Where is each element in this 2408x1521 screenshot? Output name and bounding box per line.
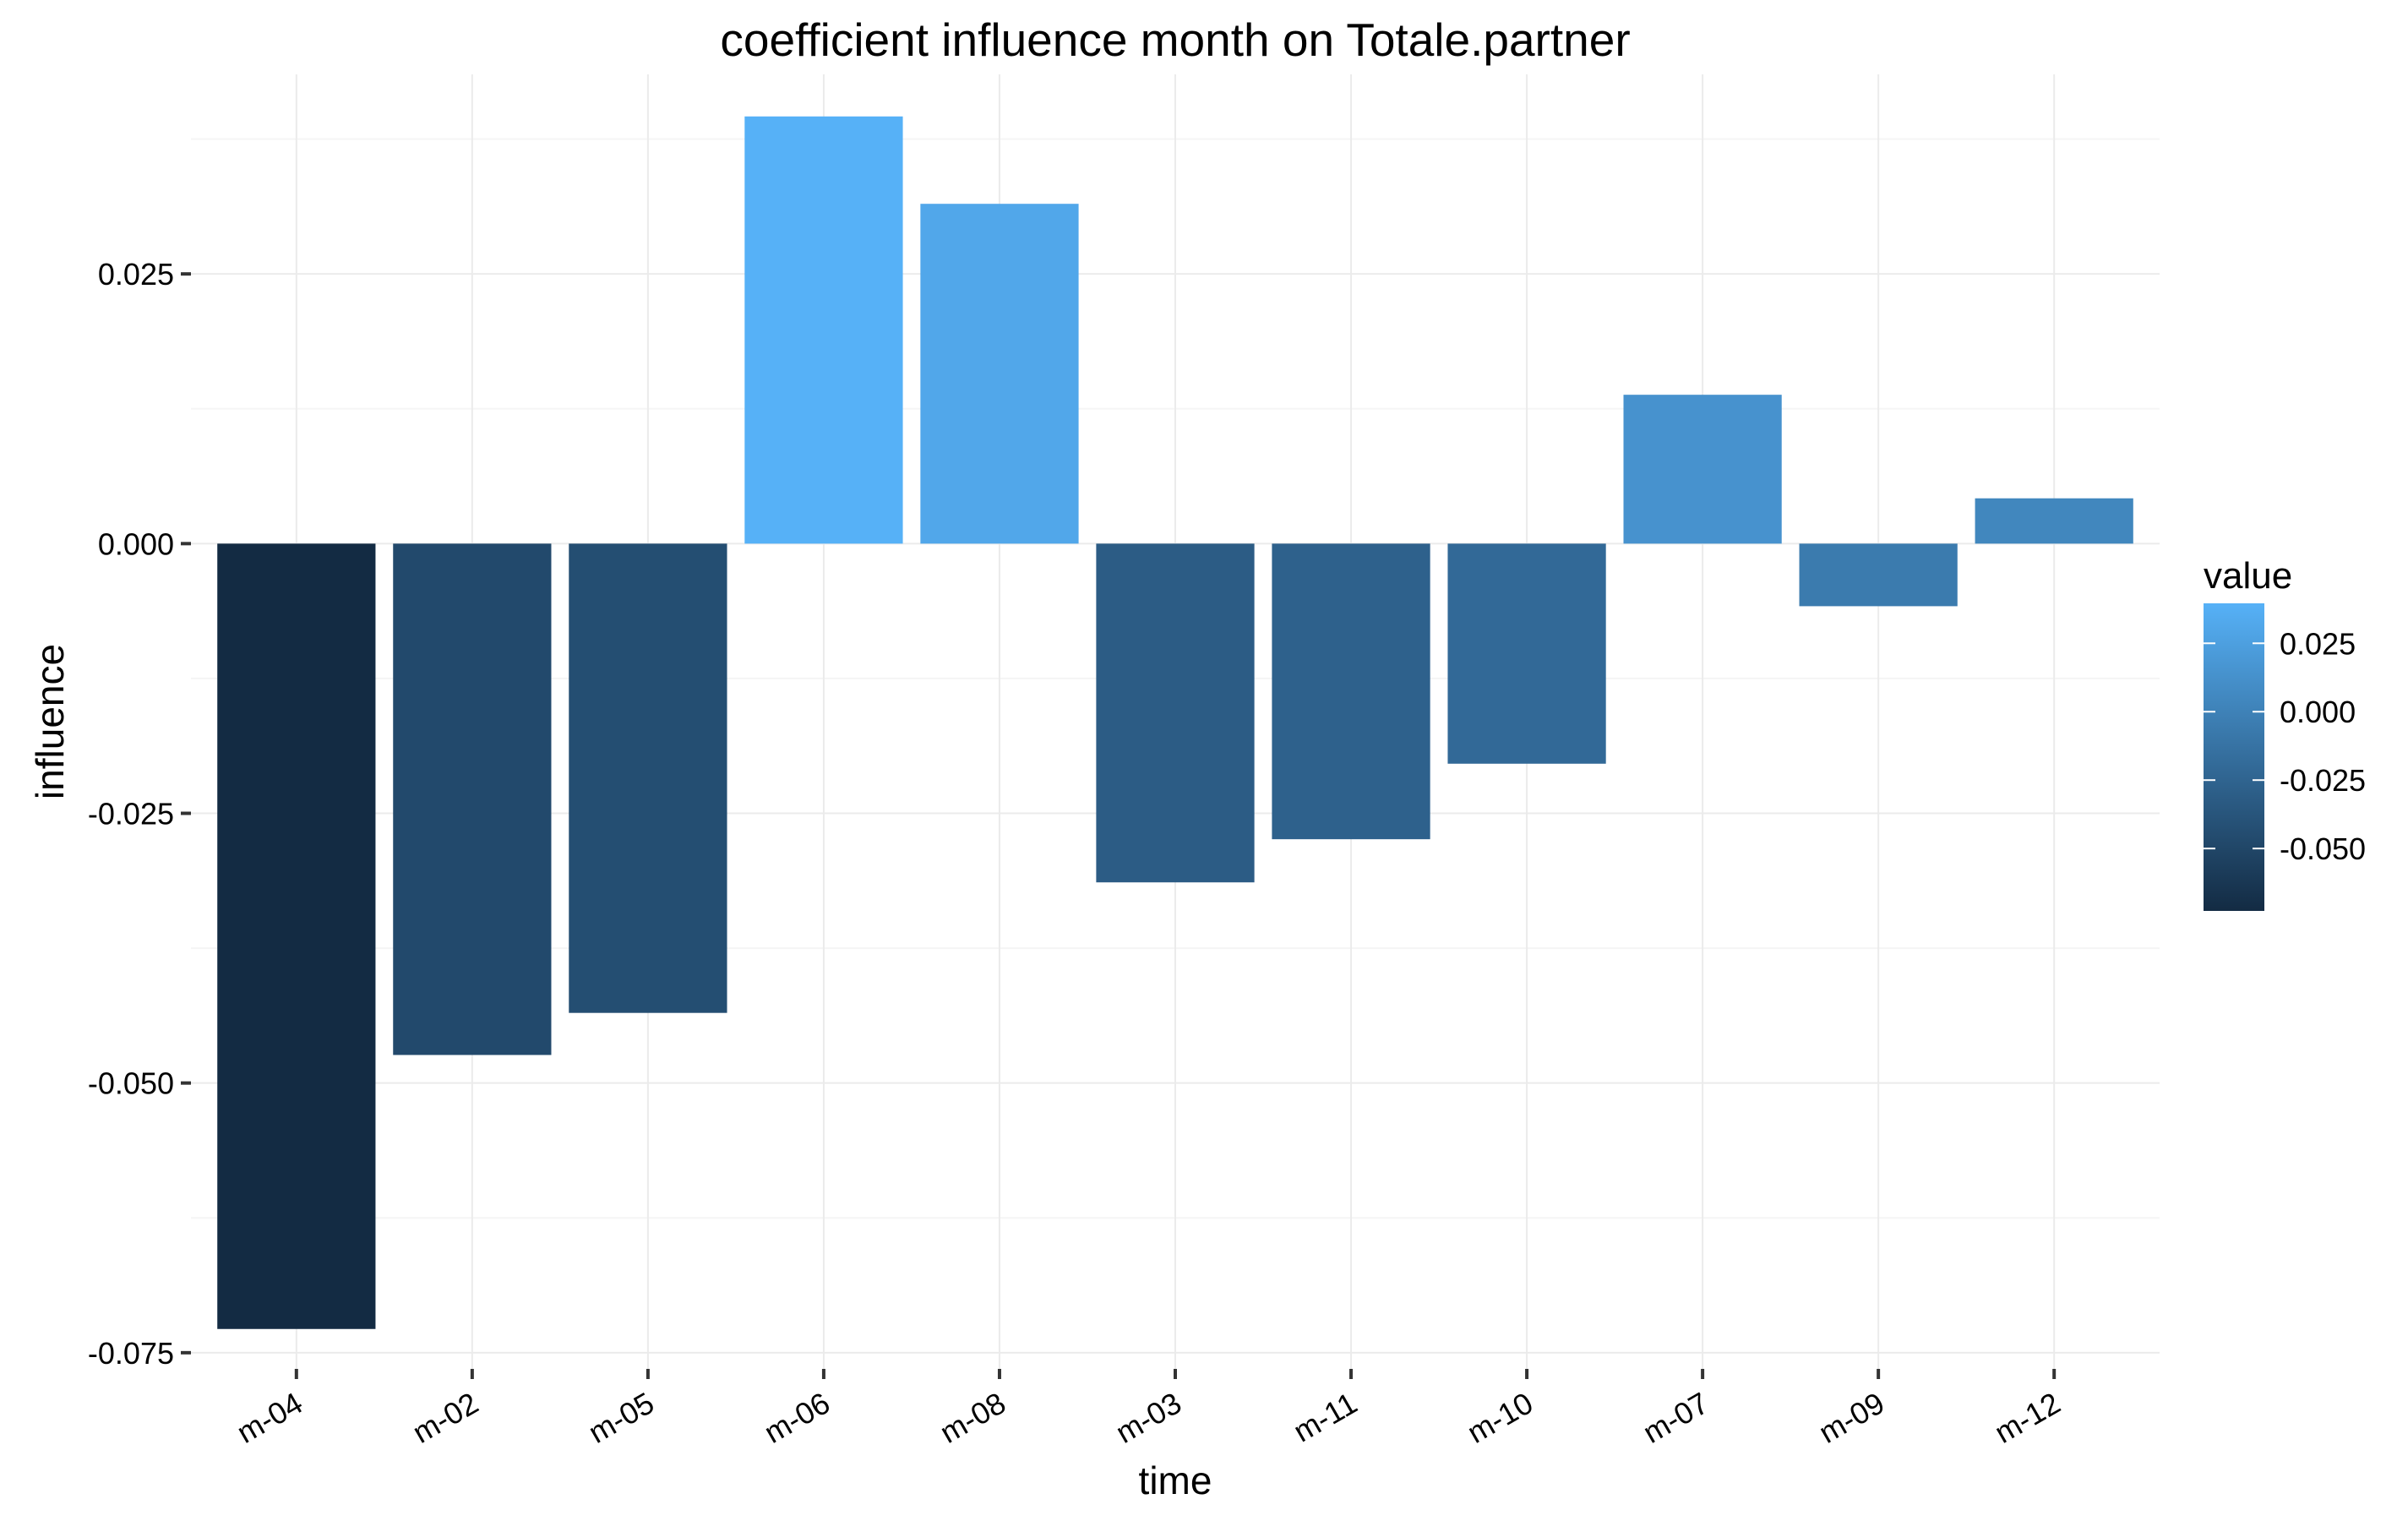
legend-label: -0.025 (2280, 763, 2366, 798)
bar-m-10 (1447, 543, 1606, 764)
x-tick-label: m-06 (758, 1385, 836, 1450)
chart-title: coefficient influence month on Totale.pa… (720, 14, 1630, 66)
bars (217, 116, 2133, 1329)
bar-m-06 (744, 116, 903, 544)
x-tick-label: m-05 (582, 1385, 660, 1450)
bar-m-02 (393, 543, 552, 1055)
x-tick-label: m-07 (1637, 1385, 1715, 1450)
x-tick-label: m-11 (1288, 1385, 1363, 1448)
x-tick-label: m-02 (406, 1385, 484, 1450)
y-tick-label: -0.025 (88, 797, 174, 831)
x-tick-label: m-03 (1109, 1385, 1187, 1450)
bar-m-03 (1096, 543, 1255, 883)
legend: value 0.025 0.000 -0.025 -0.050 (2204, 555, 2366, 911)
legend-title: value (2204, 555, 2292, 597)
x-axis-title: time (1139, 1458, 1212, 1502)
legend-label: 0.000 (2280, 695, 2356, 729)
bar-m-09 (1799, 543, 1958, 607)
y-tick-label: -0.050 (88, 1066, 174, 1101)
y-tick-label: 0.025 (98, 257, 174, 292)
bar-m-12 (1975, 498, 2133, 544)
bar-m-08 (920, 204, 1079, 544)
x-tick-label: m-04 (231, 1385, 308, 1450)
y-tick-label: 0.000 (98, 526, 174, 561)
x-axis: m-04 m-02 m-05 m-06 m-08 m-03 m-11 m-10 m-07 m-09… (231, 1369, 2066, 1450)
bar-m-04 (217, 543, 376, 1329)
x-tick-label: m-09 (1813, 1385, 1891, 1450)
bar-m-11 (1272, 543, 1430, 840)
legend-label: 0.025 (2280, 626, 2356, 661)
x-tick-label: m-08 (934, 1385, 1011, 1450)
y-axis: -0.075 -0.050 -0.025 0.000 0.025 (88, 257, 191, 1371)
y-tick-label: -0.075 (88, 1336, 174, 1371)
x-tick-label: m-12 (1989, 1385, 2067, 1450)
y-axis-title: influence (28, 644, 72, 799)
legend-label: -0.050 (2280, 831, 2366, 866)
legend-colorbar (2204, 603, 2264, 911)
bar-m-05 (569, 543, 727, 1013)
legend-ticks: 0.025 0.000 -0.025 -0.050 (2204, 626, 2366, 866)
x-tick-label: m-10 (1462, 1385, 1539, 1450)
bar-m-07 (1623, 395, 1782, 544)
